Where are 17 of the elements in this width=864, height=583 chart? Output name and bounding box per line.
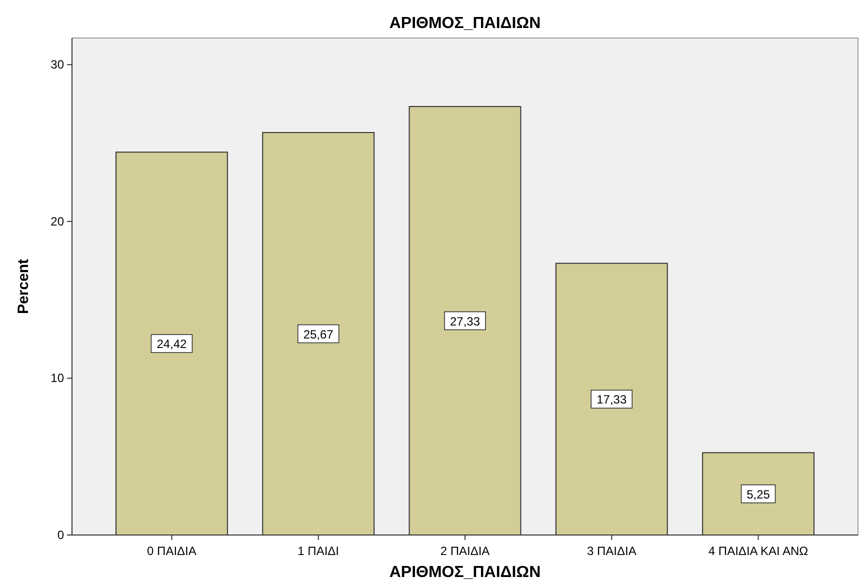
data-label: 25,67	[303, 327, 334, 342]
x-tick-label: 0 ΠΑΙΔΙΑ	[147, 544, 196, 558]
x-axis-title: ΑΡΙΘΜΟΣ_ΠΑΙΔΙΩΝ	[389, 564, 541, 581]
data-label: 17,33	[596, 392, 627, 407]
y-tick-label: 30	[50, 58, 64, 72]
y-tick-label: 0	[57, 528, 64, 542]
data-label: 5,25	[746, 487, 770, 502]
chart-title: ΑΡΙΘΜΟΣ_ΠΑΙΔΙΩΝ	[389, 15, 541, 32]
y-tick-label: 20	[50, 214, 64, 228]
x-tick-label: 2 ΠΑΙΔΙΑ	[440, 544, 490, 558]
data-label: 27,33	[450, 314, 480, 328]
x-tick-label: 3 ΠΑΙΔΙΑ	[586, 544, 636, 558]
x-tick-label: 1 ΠΑΙΔΙ	[298, 544, 340, 558]
data-label: 24,42	[156, 337, 188, 352]
x-tick-label: 4 ΠΑΙΔΙΑ ΚΑΙ ΑΝΩ	[708, 544, 808, 558]
y-axis-title: Percent	[15, 258, 32, 314]
y-tick-label: 10	[50, 371, 64, 386]
